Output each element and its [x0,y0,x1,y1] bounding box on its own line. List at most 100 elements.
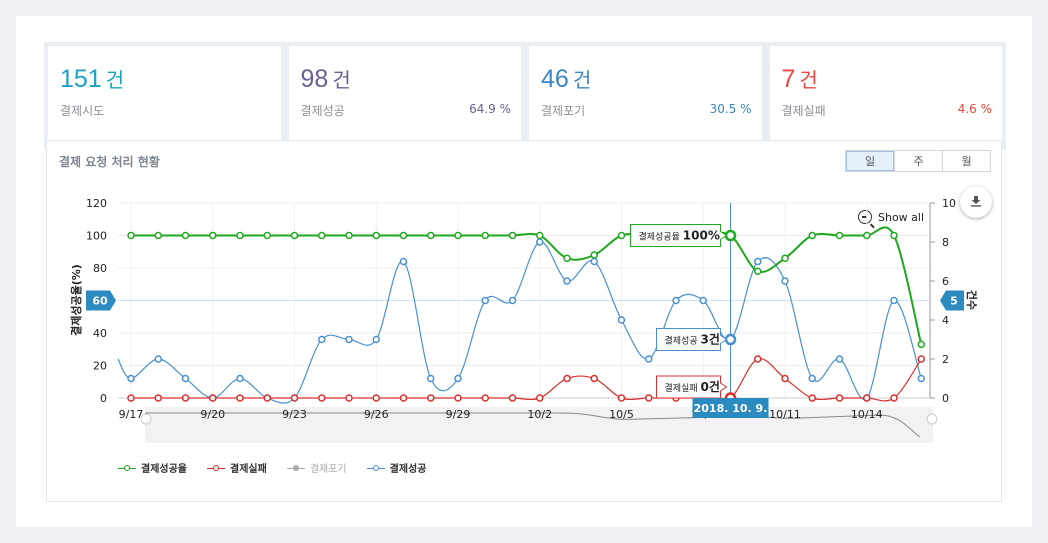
data-point[interactable] [399,231,408,240]
data-point[interactable] [318,231,326,240]
data-point[interactable] [863,394,871,402]
data-point[interactable] [236,394,244,402]
data-point[interactable] [481,296,489,305]
data-point[interactable] [617,316,626,324]
navigator-handle-left[interactable] [140,413,152,425]
data-point[interactable] [890,296,898,305]
data-point[interactable] [808,231,816,240]
data-point[interactable] [890,394,898,402]
data-point[interactable] [590,374,598,383]
data-point[interactable] [590,257,598,266]
data-point[interactable] [590,251,598,259]
data-point[interactable] [318,335,326,344]
legend-item[interactable]: 결제성공 [366,460,427,475]
data-point[interactable] [427,394,435,402]
data-point[interactable] [427,374,435,383]
data-point[interactable] [427,231,435,240]
data-point[interactable] [399,394,408,402]
data-point[interactable] [236,231,244,240]
data-point[interactable] [127,374,135,383]
data-point[interactable] [699,296,707,305]
data-point[interactable] [754,355,762,363]
data-point[interactable] [481,394,489,402]
data-point[interactable] [563,374,571,383]
data-point[interactable] [318,394,326,402]
data-point[interactable] [508,394,517,402]
data-point[interactable] [917,340,925,349]
series-결제성공율[interactable] [127,226,925,349]
data-point[interactable] [781,254,789,262]
stat-card-success: 98 건 결제성공 64.9 % [288,46,521,146]
stat-label: 결제실패 [781,104,826,118]
data-point[interactable] [263,231,271,240]
data-point[interactable] [154,394,162,402]
legend-item[interactable]: 결제실패 [207,460,267,475]
data-point[interactable] [127,394,135,402]
data-point[interactable] [209,231,217,240]
x-axis-tick: 10/2 [527,408,552,421]
data-point[interactable] [345,394,353,402]
data-point[interactable] [236,374,244,383]
data-point[interactable] [835,355,844,363]
data-point[interactable] [536,238,544,246]
data-point[interactable] [181,231,190,240]
tab-month[interactable]: 월 [942,151,990,171]
data-point[interactable] [835,394,844,402]
data-point[interactable] [508,231,517,240]
series-결제성공[interactable] [117,238,925,404]
data-point[interactable] [617,231,626,240]
data-point[interactable] [863,231,871,240]
data-point[interactable] [917,374,925,383]
navigator-handle-right[interactable] [926,413,938,425]
series-결제실패[interactable] [127,355,925,402]
data-point[interactable] [290,394,299,402]
data-point[interactable] [263,394,271,402]
data-point[interactable] [127,231,135,240]
data-point[interactable] [645,394,653,402]
data-point[interactable] [481,231,489,240]
data-point[interactable] [536,231,544,240]
data-point[interactable] [399,257,408,266]
legend-item[interactable]: 결제성공율 [118,460,187,475]
stat-value: 98 건 [300,65,351,93]
data-point[interactable] [181,394,190,402]
data-point[interactable] [672,296,680,305]
data-point[interactable] [754,257,762,266]
data-point[interactable] [917,355,925,363]
data-point[interactable] [345,335,353,344]
show-all-button[interactable]: Show all [858,210,924,224]
legend-label: 결제성공 [389,464,427,475]
data-point[interactable] [154,231,162,240]
download-button[interactable] [960,186,992,218]
download-icon [970,195,982,210]
data-point[interactable] [372,394,380,402]
data-point[interactable] [890,231,898,240]
tab-week[interactable]: 주 [894,151,942,171]
data-point[interactable] [454,231,462,240]
tab-day[interactable]: 일 [846,151,894,171]
data-point[interactable] [563,277,571,285]
data-point[interactable] [808,394,816,402]
data-point[interactable] [781,374,789,383]
data-point[interactable] [454,374,462,383]
data-point[interactable] [154,355,162,363]
data-point[interactable] [372,231,380,240]
data-point[interactable] [563,254,571,262]
data-point[interactable] [536,394,544,402]
legend-label: 결제성공율 [141,464,187,475]
data-point[interactable] [617,394,626,402]
data-point[interactable] [808,374,816,383]
data-point[interactable] [209,394,217,402]
data-point[interactable] [345,231,353,240]
data-point[interactable] [645,355,653,363]
data-point[interactable] [781,277,789,285]
legend-item[interactable]: 결제포기 [286,460,347,475]
data-point[interactable] [508,296,517,305]
data-point[interactable] [835,231,844,240]
data-point[interactable] [754,267,762,275]
data-point[interactable] [454,394,462,402]
data-point[interactable] [290,231,299,240]
data-point[interactable] [181,374,190,383]
data-point[interactable] [372,335,380,344]
